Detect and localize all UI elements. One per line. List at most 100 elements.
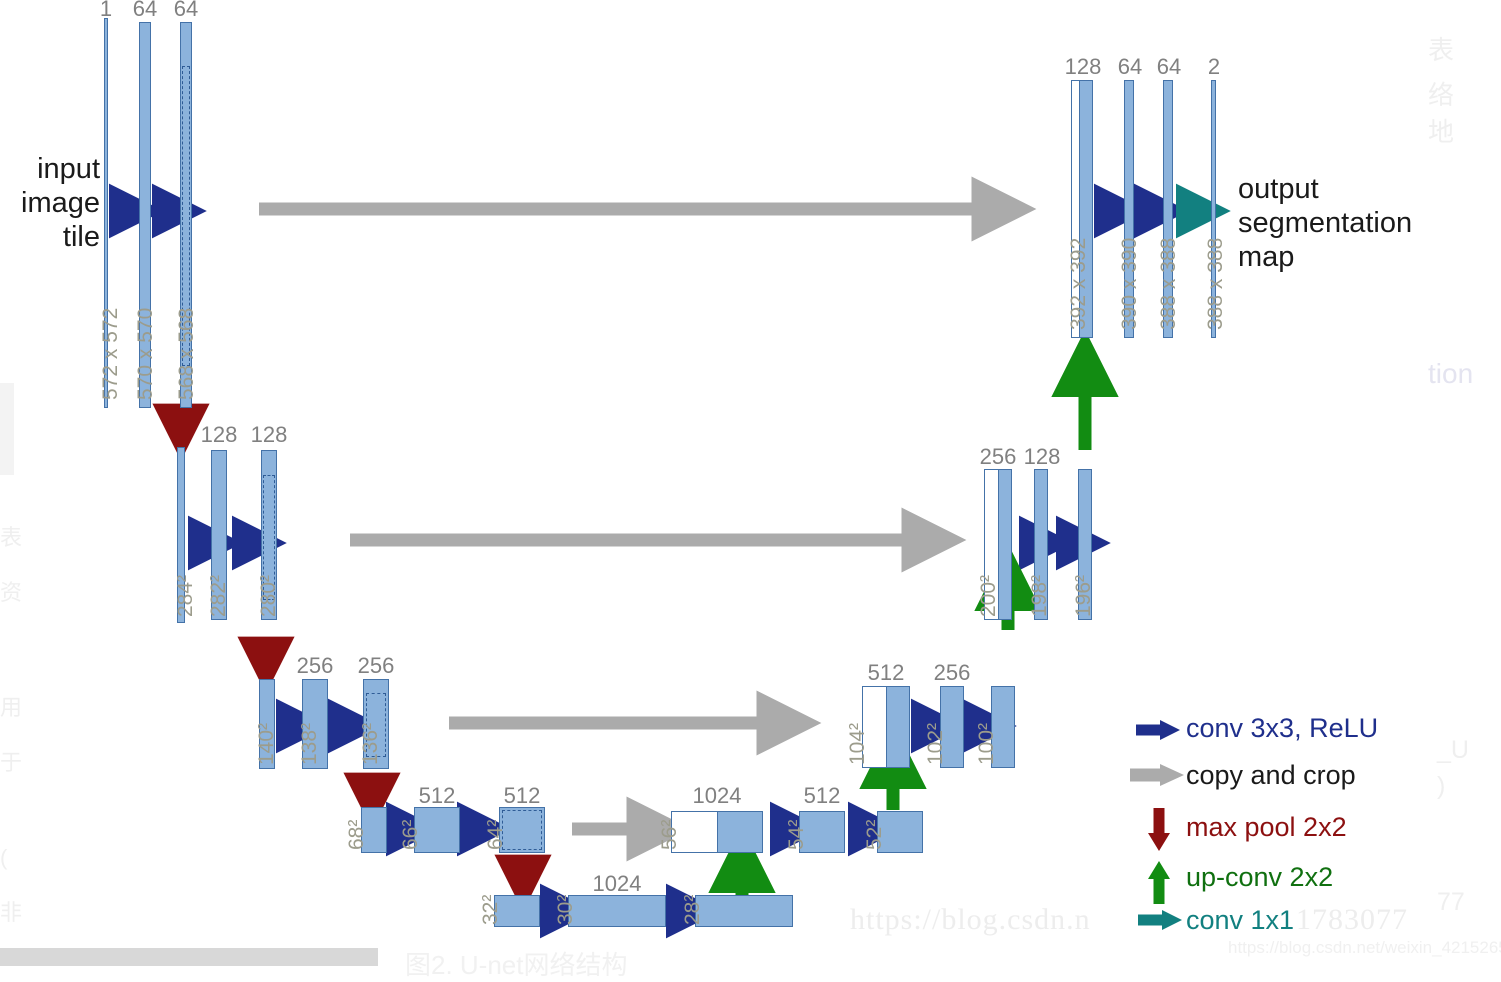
ghost-paren-fragment: ) [1437, 772, 1446, 800]
legend-copy-arrow-icon [1130, 764, 1184, 786]
block-r1-d [1211, 80, 1216, 338]
size-label-r3-a: 104² [846, 722, 869, 765]
size-label-r2-b: 198² [1028, 574, 1051, 617]
size-label-l5-a: 32² [479, 894, 502, 925]
size-label-r1-c: 388 x 388 [1157, 237, 1180, 330]
channel-label-r2-a: 256 [979, 444, 1017, 469]
block-r2-b [1034, 469, 1048, 620]
crop-region-l4-c [502, 810, 542, 850]
ghost-word-tion: tion [1428, 358, 1474, 389]
size-label-l4-a: 68² [345, 819, 368, 850]
left-edge-artifact-5: 于 [0, 750, 23, 775]
channel-label-l4-c: 512 [503, 783, 541, 808]
ghost-relu-fragment: _U [1437, 736, 1469, 764]
block-r4-b [799, 811, 845, 853]
conv-arrows [108, 183, 1189, 939]
size-label-r2-c: 196² [1072, 574, 1095, 617]
channel-label-l2-c: 128 [250, 422, 288, 447]
block-r1-a [1071, 80, 1093, 338]
channel-label-r4-a: 1024 [692, 783, 742, 808]
legend-label-maxpool: max pool 2x2 [1186, 812, 1347, 842]
channel-label-l1-b: 64 [132, 0, 158, 21]
block-r1-c [1163, 80, 1173, 338]
ghost-number-fragment: 77 [1437, 888, 1465, 916]
channel-label-l4-b: 512 [418, 783, 456, 808]
left-edge-artifact-3: 资 [0, 580, 23, 605]
ghost-cjk-2: 络 [1428, 80, 1455, 110]
legend-conv-arrow-icon [1136, 720, 1180, 740]
size-label-l5-b: 30² [554, 894, 577, 925]
left-edge-artifact-7: 非 [0, 900, 23, 925]
legend-conv1x1-arrow-icon [1138, 910, 1182, 930]
left-edge-artifact-2: 表 [0, 525, 23, 550]
output-label: output segmentation map [1238, 173, 1413, 273]
channel-label-r4-b: 512 [803, 783, 841, 808]
legend-maxpool-arrow-icon [1148, 808, 1170, 851]
channel-label-l5-b: 1024 [592, 871, 642, 896]
block-r3-c [991, 686, 1015, 768]
block-l3-a [259, 679, 275, 769]
size-label-l1-a: 572 x 572 [99, 307, 122, 400]
watermark-primary: https://blog.csdn.n [850, 903, 1091, 936]
channel-label-r3-a: 512 [867, 660, 905, 685]
size-label-r3-c: 100² [975, 722, 998, 765]
left-edge-artifact-4: 用 [0, 695, 23, 720]
size-label-l4-b: 66² [399, 819, 422, 850]
block-l1-b [139, 22, 151, 408]
size-label-l3-a: 140² [255, 722, 278, 765]
size-label-r3-b: 102² [924, 722, 947, 765]
block-r4-c [877, 811, 923, 853]
size-label-r4-c: 52² [863, 819, 886, 850]
maxpool-arrows [152, 403, 552, 912]
block-l1-a [104, 18, 108, 408]
block-l5-a [494, 895, 540, 927]
size-label-l5-c: 28² [681, 894, 704, 925]
block-r3-a [862, 686, 910, 768]
size-label-l2-a: 284² [174, 574, 197, 617]
watermark-secondary: https://blog.csdn.net/weixin_42152656 [1228, 938, 1501, 957]
channel-label-l1-a: 1 [99, 0, 113, 21]
concat-copied-half-r1 [1072, 81, 1080, 337]
legend-label-conv: conv 3x3, ReLU [1186, 713, 1379, 743]
block-l5-b [568, 895, 666, 927]
block-l2-a [177, 447, 185, 623]
block-r4-a [671, 811, 763, 853]
input-label: input image tile [21, 153, 100, 253]
channel-label-r1-d: 2 [1207, 54, 1221, 79]
block-l3-b [302, 679, 328, 769]
size-label-l2-c: 280² [257, 574, 280, 617]
channel-label-l2-b: 128 [200, 422, 238, 447]
size-label-l3-b: 138² [298, 722, 321, 765]
watermark-primary-tail: 1783077 [1296, 903, 1408, 936]
block-r3-b [940, 686, 964, 768]
ghost-cjk-1: 表 [1428, 35, 1455, 65]
size-label-l2-b: 282² [207, 574, 230, 617]
legend-label-copy: copy and crop [1186, 760, 1356, 790]
concat-copied-half-r3 [863, 687, 887, 767]
ghost-cjk-3: 地 [1428, 117, 1455, 147]
left-edge-artifact-1 [0, 383, 14, 475]
channel-label-r1-b: 64 [1117, 54, 1143, 79]
block-l4-a [361, 807, 387, 853]
channel-label-l1-c: 64 [173, 0, 199, 21]
channel-label-l3-c: 256 [357, 653, 395, 678]
size-label-l1-b: 570 x 570 [134, 307, 157, 400]
size-label-r4-a: 56² [658, 819, 681, 850]
block-l4-b [414, 807, 460, 853]
channel-label-r1-c: 64 [1156, 54, 1182, 79]
copy-crop-arrows [259, 176, 1037, 862]
channel-label-r2-b: 128 [1023, 444, 1061, 469]
legend-upconv-arrow-icon [1148, 861, 1170, 904]
channel-label-r3-b: 256 [933, 660, 971, 685]
bottom-gray-bar [0, 948, 378, 966]
size-label-l3-c: 136² [359, 722, 382, 765]
legend-label-conv1x1: conv 1x1 [1186, 905, 1295, 935]
left-edge-artifact-6: ( [0, 845, 8, 870]
size-label-r1-b: 390 x 390 [1118, 237, 1141, 330]
size-label-r2-a: 200² [977, 574, 1000, 617]
size-label-r1-a: 392 x 392 [1067, 237, 1090, 330]
legend-label-upconv: up-conv 2x2 [1186, 862, 1334, 892]
size-label-r4-b: 54² [785, 819, 808, 850]
